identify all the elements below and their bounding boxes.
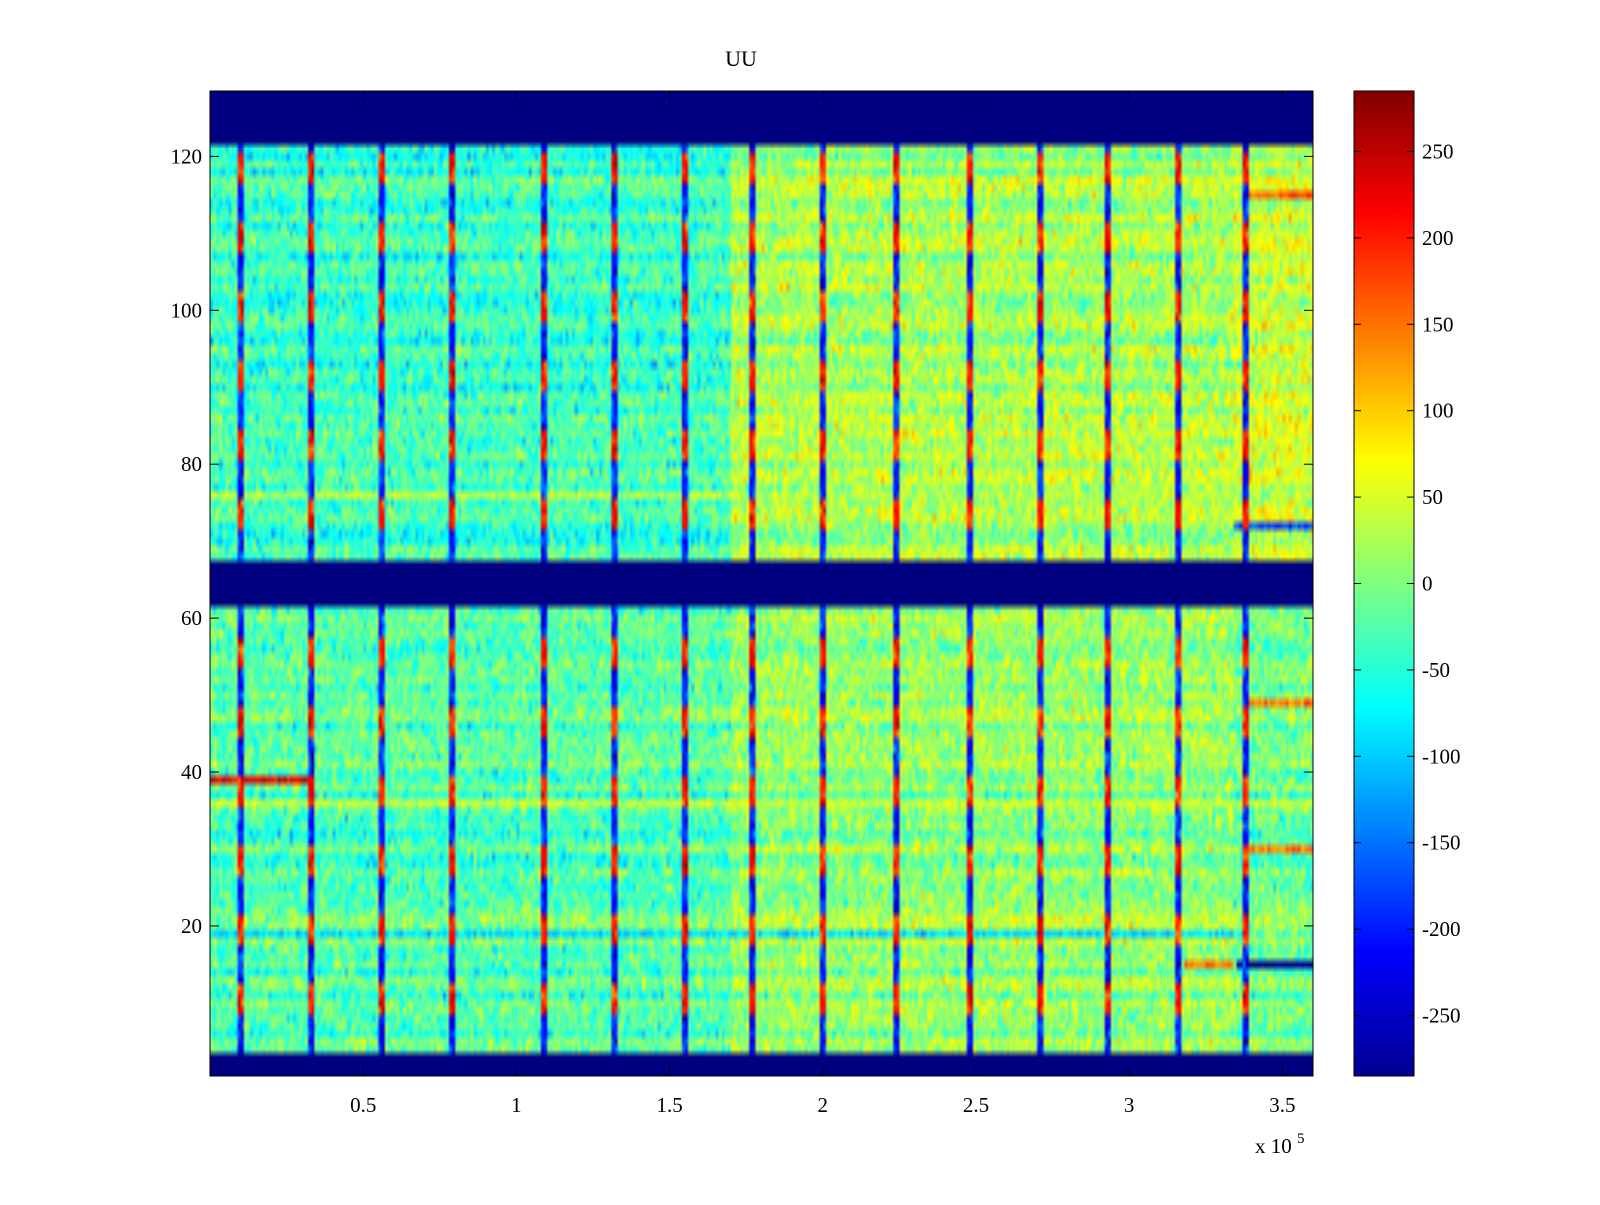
x-tick-label: 3: [1124, 1093, 1135, 1117]
colorbar-tick-label: -150: [1422, 831, 1461, 855]
colorbar-tick-label: 100: [1422, 399, 1454, 423]
x-tick-label: 2.5: [963, 1093, 989, 1117]
y-tick-label: 20: [181, 914, 202, 938]
y-tick-label: 100: [171, 298, 203, 322]
x-tick-label: 2: [818, 1093, 829, 1117]
chart-title: UU: [725, 46, 757, 71]
colorbar-tick-label: 50: [1422, 485, 1443, 509]
colorbar-tick-label: -100: [1422, 744, 1461, 768]
y-tick-label: 40: [181, 760, 202, 784]
y-tick-label: 80: [181, 452, 202, 476]
plot-frame: [209, 90, 1314, 1077]
colorbar-tick-label: 0: [1422, 572, 1433, 596]
x-tick-label: 1: [511, 1093, 522, 1117]
colorbar-tick-label: -50: [1422, 658, 1450, 682]
colorbar-gradient: [1353, 90, 1415, 1077]
x-axis: 0.5 1 1.5 2 2.5 3 3.5: [350, 91, 1295, 1117]
colorbar-ticks: 250 200 150 100 50 0 -50 -100 -150 -200 -250: [1354, 139, 1461, 1028]
x-tick-label: 0.5: [350, 1093, 376, 1117]
colorbar-tick-label: 200: [1422, 226, 1454, 250]
colorbar: 250 200 150 100 50 0 -50 -100 -150 -200 -250: [1353, 90, 1461, 1077]
x-exponent-label: x 10 5: [1255, 1131, 1305, 1158]
colorbar-tick-label: 150: [1422, 312, 1454, 336]
y-axis: 20 40 60 80 100 120: [171, 144, 1313, 938]
x-tick-label: 3.5: [1269, 1093, 1295, 1117]
x-tick-label: 1.5: [656, 1093, 682, 1117]
colorbar-tick-label: -250: [1422, 1004, 1461, 1028]
x-exponent-power: 5: [1297, 1131, 1305, 1147]
y-tick-label: 120: [171, 144, 203, 168]
heatmap-image: [210, 91, 1313, 1076]
x-exponent-base: x 10: [1255, 1134, 1292, 1158]
colorbar-tick-label: -200: [1422, 917, 1461, 941]
colorbar-tick-label: 250: [1422, 139, 1454, 163]
plot-area: [209, 90, 1314, 1077]
y-tick-label: 60: [181, 606, 202, 630]
